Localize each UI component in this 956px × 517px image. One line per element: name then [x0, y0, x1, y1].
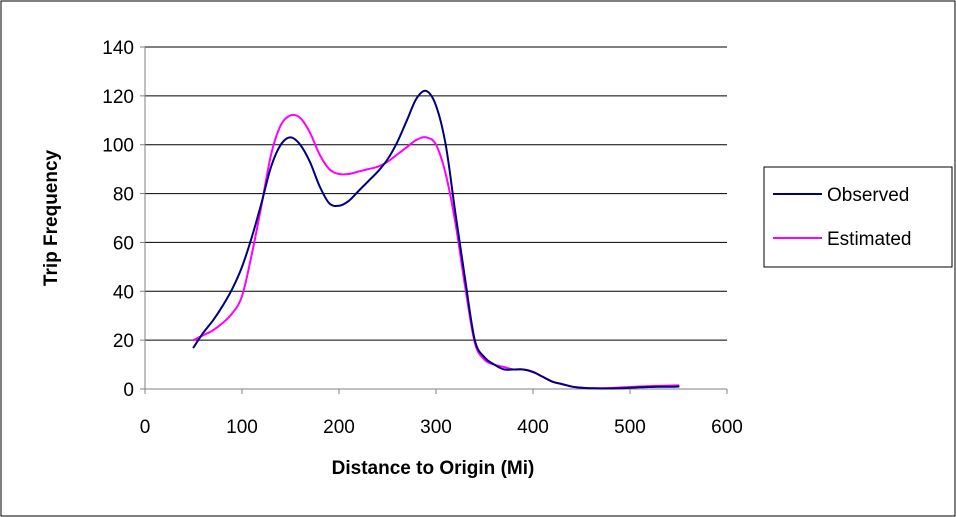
y-axis-title: Trip Frequency	[41, 149, 62, 286]
legend: Observed Estimated	[763, 166, 953, 268]
x-tick-label: 400	[517, 417, 549, 438]
series-line-observed	[192, 89, 680, 390]
x-tick-label: 0	[140, 417, 151, 438]
axis-ticks: 0 20 40 60 80 100 120 140 0 100 200 300 400 500 600	[102, 38, 743, 438]
x-tick-label: 500	[614, 417, 646, 438]
y-tick-label: 100	[102, 136, 134, 157]
x-tick-label: 300	[420, 417, 452, 438]
y-tick-label: 120	[102, 87, 134, 108]
legend-label-estimated: Estimated	[827, 229, 911, 250]
legend-label-observed: Observed	[827, 185, 909, 206]
y-tick-label: 140	[102, 38, 134, 59]
series-lines	[192, 89, 680, 390]
x-axis-title: Distance to Origin (Mi)	[332, 458, 535, 479]
legend-box	[763, 166, 953, 268]
x-tick-label: 200	[323, 417, 355, 438]
y-tick-label: 60	[113, 233, 134, 254]
y-tick-label: 0	[123, 380, 134, 401]
x-tick-label: 600	[711, 417, 743, 438]
y-tick-label: 40	[113, 282, 134, 303]
y-tick-label: 80	[113, 185, 134, 206]
y-tick-label: 20	[113, 331, 134, 352]
x-tick-label: 100	[226, 417, 258, 438]
